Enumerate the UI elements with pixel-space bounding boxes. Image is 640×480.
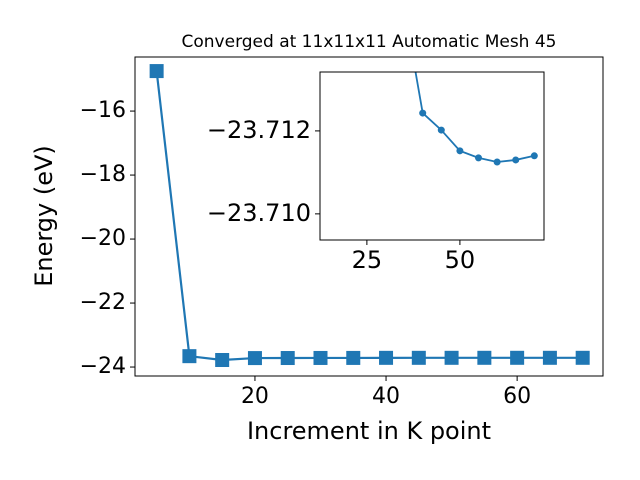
plot-background <box>320 72 544 240</box>
marker <box>512 156 520 164</box>
y-tick-label: −22 <box>80 290 126 315</box>
x-tick-label: 50 <box>445 246 476 274</box>
marker <box>215 353 230 368</box>
marker <box>575 350 590 365</box>
y-tick-label: −20 <box>80 226 126 251</box>
marker <box>493 158 501 166</box>
marker <box>530 152 538 160</box>
marker <box>149 64 164 79</box>
marker <box>477 350 492 365</box>
marker <box>411 350 426 365</box>
marker <box>280 351 295 366</box>
x-tick-label: 60 <box>503 384 531 409</box>
marker <box>379 350 394 365</box>
y-tick-label: −23.710 <box>207 199 311 227</box>
y-tick-label: −24 <box>80 354 126 379</box>
marker <box>313 350 328 365</box>
x-tick-label: 20 <box>241 384 269 409</box>
marker <box>542 350 557 365</box>
y-tick-label: −16 <box>80 98 126 123</box>
y-tick-label: −23.712 <box>207 116 311 144</box>
marker <box>510 350 525 365</box>
axes-frame <box>134 56 604 377</box>
data-layer <box>149 64 590 368</box>
x-axis-label: Increment in K point <box>247 417 491 445</box>
marker <box>346 350 361 365</box>
marker <box>444 350 459 365</box>
marker <box>475 154 483 162</box>
x-tick-label: 40 <box>372 384 400 409</box>
marker <box>247 351 262 366</box>
marker <box>437 126 445 134</box>
marker <box>401 3 408 10</box>
plot-area: 25 50 −23.710 −23.712 <box>207 3 545 274</box>
chart-title: Converged at 11x11x11 Automatic Mesh 45 <box>182 32 557 52</box>
x-tick-label: 25 <box>352 246 383 274</box>
y-axis-label: Energy (eV) <box>30 145 58 287</box>
y-tick-label: −18 <box>80 162 126 187</box>
marker <box>456 147 464 155</box>
marker <box>182 349 197 364</box>
data-layer <box>401 3 538 166</box>
marker <box>419 109 427 117</box>
axes-frame <box>319 71 545 241</box>
